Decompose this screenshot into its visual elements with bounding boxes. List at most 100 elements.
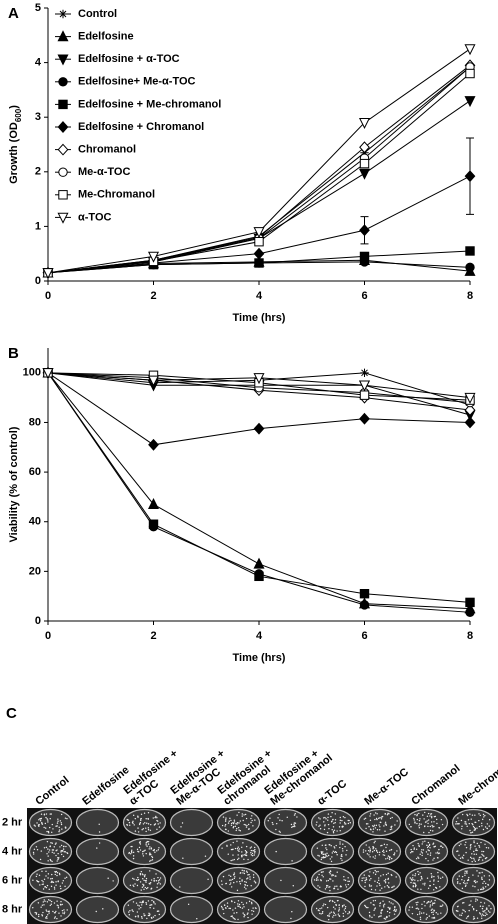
colony	[391, 816, 393, 819]
colony	[44, 900, 46, 902]
colony	[64, 827, 67, 829]
colony	[488, 905, 490, 907]
colony	[332, 826, 335, 828]
colony	[473, 859, 475, 861]
colony	[326, 915, 329, 917]
colony	[441, 876, 444, 878]
colony	[141, 902, 143, 904]
colony	[61, 828, 63, 830]
colony	[368, 854, 370, 856]
colony	[386, 813, 389, 816]
colony	[44, 886, 47, 888]
colony	[473, 909, 475, 911]
colony	[382, 906, 385, 908]
colony	[62, 880, 64, 882]
colony	[408, 823, 411, 826]
colony	[229, 907, 232, 910]
colony	[327, 823, 330, 826]
colony	[46, 840, 49, 843]
colony	[365, 844, 367, 846]
colony	[147, 812, 150, 814]
colony	[420, 912, 423, 914]
colony	[147, 914, 150, 917]
colony	[372, 828, 375, 830]
colony	[36, 880, 39, 883]
colony	[56, 900, 58, 902]
colony	[380, 911, 382, 914]
colony	[420, 888, 422, 891]
colony	[153, 848, 155, 851]
colony	[137, 916, 139, 918]
colony	[416, 814, 418, 817]
colony	[375, 849, 378, 852]
colony	[316, 876, 319, 878]
colony	[364, 879, 366, 882]
colony	[374, 840, 376, 843]
colony	[245, 870, 248, 872]
colony	[343, 909, 346, 911]
colony	[254, 848, 256, 851]
colony	[38, 819, 40, 821]
colony	[461, 875, 464, 878]
colony	[393, 885, 395, 887]
colony	[335, 903, 337, 906]
colony	[245, 854, 248, 857]
colony	[417, 880, 419, 882]
colony	[437, 871, 439, 874]
colony	[224, 823, 227, 826]
colony	[57, 905, 60, 907]
colony	[471, 831, 474, 833]
colony	[61, 909, 64, 912]
colony	[369, 879, 371, 881]
colony	[469, 844, 472, 847]
colony	[339, 819, 342, 822]
colony	[42, 901, 45, 903]
colony	[435, 852, 437, 854]
colony	[251, 903, 253, 905]
colony	[147, 829, 150, 831]
colony	[64, 877, 66, 879]
colony	[469, 846, 472, 848]
colony	[46, 917, 48, 919]
column-label: Control	[33, 774, 71, 808]
colony	[132, 855, 135, 857]
colony	[464, 882, 466, 885]
colony	[392, 903, 394, 905]
colony	[478, 846, 481, 848]
colony	[241, 813, 243, 815]
colony	[463, 880, 466, 882]
colony	[327, 816, 329, 819]
colony	[369, 885, 371, 887]
colony	[368, 911, 371, 914]
colony	[426, 902, 428, 904]
colony	[56, 822, 59, 824]
petri-dish	[357, 895, 402, 924]
colony	[152, 900, 155, 903]
colony	[41, 914, 43, 916]
colony	[413, 817, 415, 820]
colony	[468, 909, 470, 912]
colony	[477, 889, 479, 891]
colony	[479, 905, 482, 907]
colony	[61, 849, 64, 852]
colony	[476, 881, 478, 883]
colony	[250, 852, 252, 854]
colony	[484, 843, 486, 845]
colony	[142, 874, 144, 876]
colony	[485, 846, 488, 849]
y-label-part: Growth (OD	[8, 122, 20, 184]
colony	[157, 876, 159, 879]
colony	[364, 817, 367, 820]
colony	[62, 848, 65, 850]
column-label: α-TOC	[315, 778, 349, 808]
colony	[60, 900, 62, 903]
colony	[64, 851, 67, 853]
colony	[373, 914, 375, 916]
colony	[271, 821, 274, 824]
colony	[418, 823, 421, 825]
colony	[412, 878, 414, 881]
colony	[484, 882, 487, 885]
colony	[396, 820, 398, 822]
row-label: 6 hr	[2, 874, 23, 886]
colony	[374, 908, 376, 910]
